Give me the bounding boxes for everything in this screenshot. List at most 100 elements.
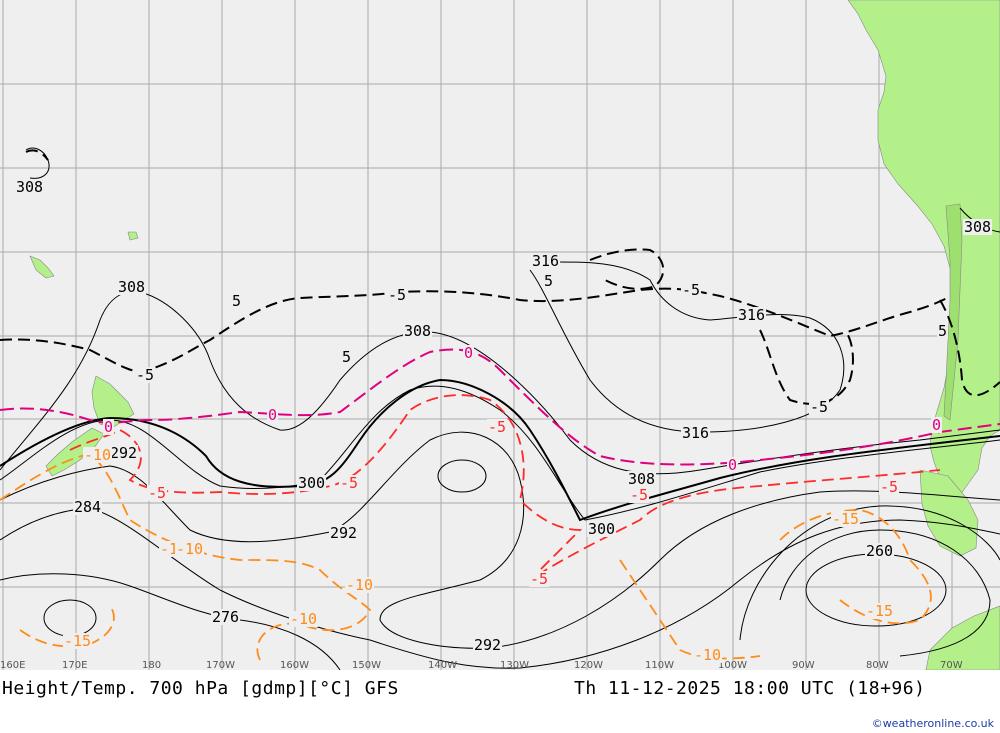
temperature-contour-label: -10 [694, 646, 721, 664]
longitude-label: 160E [0, 660, 25, 670]
height-contour-label: 284 [74, 498, 101, 516]
lat-lon-grid [0, 0, 1000, 670]
longitude-label: 150W [352, 660, 381, 670]
temperature-contour-label: -5 [682, 281, 700, 299]
label-background [267, 407, 279, 423]
temperature-contour-label: -5 [810, 398, 828, 416]
isotherm-5-loop [589, 248, 665, 290]
label-background [463, 345, 475, 361]
temperature-contour-label: 5 [342, 348, 351, 366]
height-contour-label: 292 [110, 444, 137, 462]
temperature-contour-label: 0 [104, 418, 113, 436]
land-masses [29, 0, 1000, 670]
contour-292-high [437, 459, 487, 493]
label-background [73, 499, 103, 515]
label-background [737, 307, 767, 323]
label-background [175, 541, 205, 557]
height-300-thick [0, 378, 1000, 522]
label-background [681, 425, 711, 441]
label-background [473, 637, 503, 653]
isotherm-minus10-east [619, 559, 761, 660]
contour-316 [529, 261, 845, 433]
south-america-land [847, 0, 1000, 499]
temperature-contour-label: -10 [176, 540, 203, 558]
label-background [83, 447, 113, 463]
new-zealand-south-island [45, 427, 105, 477]
temperature-contour-label: -15 [832, 510, 859, 528]
label-background [587, 521, 617, 537]
new-zealand-north-island [91, 375, 135, 429]
height-contour-label: 292 [330, 524, 357, 542]
label-background [629, 487, 650, 503]
chile-coast-strip [943, 203, 963, 421]
label-background [865, 543, 895, 559]
longitude-label: 180 [142, 660, 161, 670]
label-background [529, 571, 550, 587]
temperature-labels: -5 5 -5 5 5 5 -5 -5 0 0 0 0 -5 -10 -5 -5 -10 -10 -10 -15 -10… [63, 272, 949, 664]
label-background [937, 323, 949, 339]
label-background [231, 293, 243, 309]
longitude-labels: 160E 170E 180 170W 160W 150W 140W 130W 120W 110W 1… [0, 660, 963, 670]
map-title: Height/Temp. 700 hPa [gdmp][°C] GFS [2, 678, 399, 699]
height-contour-label: 260 [866, 542, 893, 560]
credit-link[interactable]: ©weatheronline.co.uk [871, 717, 994, 730]
temperature-contour-label: 5 [938, 322, 947, 340]
label-background [147, 485, 168, 501]
temperature-contour-label: -5 [148, 484, 166, 502]
tierra-del-fuego-land [919, 469, 979, 557]
label-background [531, 253, 561, 269]
contour-southwest-low [43, 599, 97, 637]
map-footer: Height/Temp. 700 hPa [gdmp][°C] GFS Th 1… [0, 670, 1000, 733]
isotherm-minus5-line [69, 394, 941, 581]
contour-300 [0, 385, 1000, 521]
isotherm-minus15 [779, 509, 932, 625]
small-island [127, 231, 139, 241]
label-background [403, 323, 433, 339]
height-contour-label: 308 [118, 278, 145, 296]
height-contour-label: 316 [532, 252, 559, 270]
antarctic-peninsula-land [925, 605, 1000, 670]
label-background [865, 603, 895, 619]
label-background [809, 399, 830, 415]
temperature-contour-label: 0 [464, 344, 473, 362]
height-contour-label: 308 [404, 322, 431, 340]
temperature-contour-label: -5 [136, 366, 154, 384]
temperature-contour-label: -5 [388, 286, 406, 304]
label-background [135, 367, 156, 383]
isotherm-5-chile [939, 299, 1000, 397]
height-contour-label: 292 [474, 636, 501, 654]
isotherm-5-main [0, 287, 951, 374]
longitude-label: 170W [206, 660, 235, 670]
label-background [543, 273, 555, 289]
height-contour-label: 308 [628, 470, 655, 488]
temperature-contour-label: -5 [340, 474, 358, 492]
contour-292-main [0, 431, 1000, 649]
label-background [627, 471, 657, 487]
weather-map: 160E 170E 180 170W 160W 150W 140W 130W 120W 110W 1… [0, 0, 1000, 670]
temperature-contour-label: 0 [268, 406, 277, 424]
height-labels: 308 308 308 316 316 316 308 300 292 300 284 292 276 2… [15, 178, 993, 654]
label-background [103, 419, 115, 435]
temperature-contour-label: -15 [64, 632, 91, 650]
temperature-contour-label: -10 [346, 576, 373, 594]
longitude-label: 160W [280, 660, 309, 670]
label-background [117, 279, 147, 295]
label-background [297, 475, 327, 491]
temperature-contour-label: -5 [630, 486, 648, 504]
label-background [931, 417, 943, 433]
label-background [15, 179, 45, 195]
valid-time: Th 11-12-2025 18:00 UTC (18+96) [574, 678, 926, 699]
label-background [727, 457, 739, 473]
label-background [693, 647, 723, 663]
fiji-island [29, 255, 55, 279]
contour-276 [0, 573, 341, 670]
contour-276-east [739, 505, 1000, 641]
label-background [329, 525, 359, 541]
label-background [289, 611, 319, 627]
label-background [109, 445, 139, 461]
map-canvas: 160E 170E 180 170W 160W 150W 140W 130W 120W 110W 1… [0, 0, 1000, 670]
thick-contour-300 [0, 378, 1000, 522]
longitude-label: 130W [500, 660, 529, 670]
label-background [879, 479, 900, 495]
temperature-contour-label: -5 [880, 478, 898, 496]
